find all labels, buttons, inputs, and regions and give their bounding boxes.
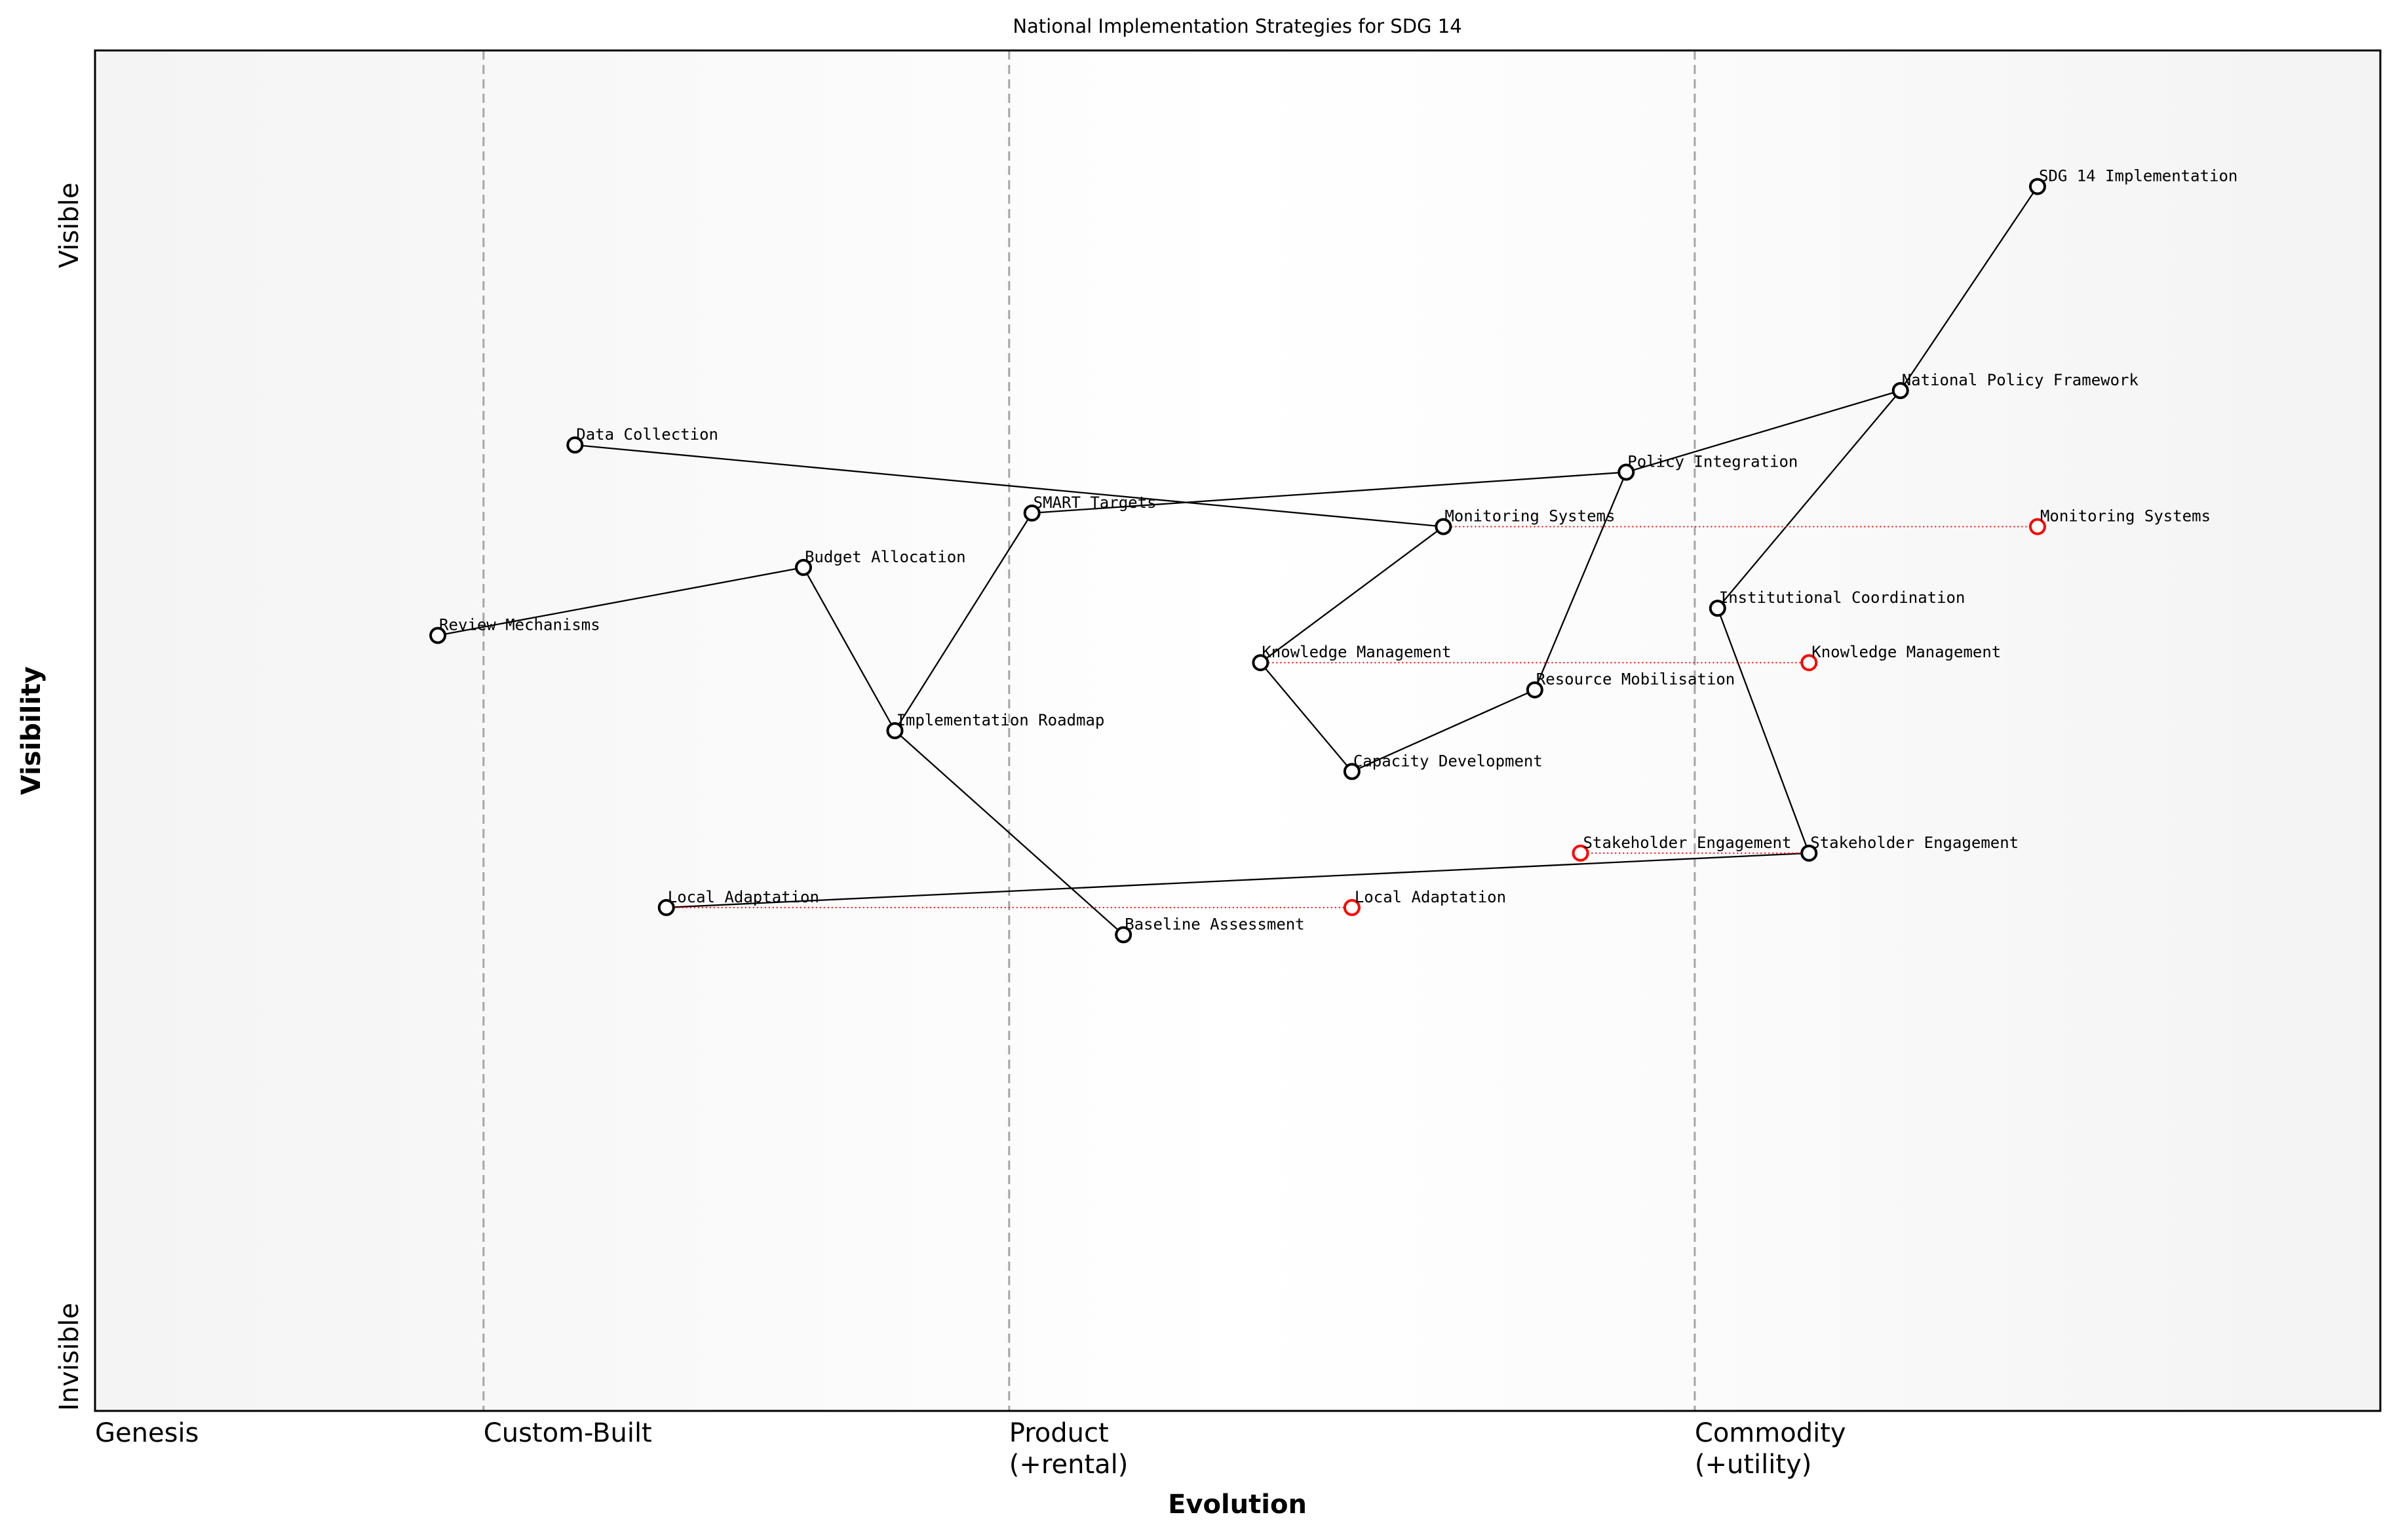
component (1115, 926, 1132, 944)
x-axis-title: Evolution (1168, 1490, 1307, 1520)
x-tick-label: Product (+rental) (1009, 1418, 1129, 1480)
component-label: Policy Integration (1627, 453, 1798, 471)
x-tick-label: Custom-Built (484, 1418, 652, 1448)
link (1716, 390, 1901, 609)
component-label: Resource Mobilisation (1536, 670, 1735, 689)
y-axis-title: Visibility (16, 666, 47, 795)
component-label: National Policy Framework (1902, 371, 2139, 389)
component-label: Monitoring Systems (1444, 507, 1615, 526)
link (1260, 662, 1353, 773)
evolved-label: Monitoring Systems (2040, 507, 2211, 526)
evolved-label: Stakeholder Engagement (1583, 834, 1792, 852)
x-tick-label: Genesis (95, 1418, 199, 1448)
y-tick-label: Visible (54, 182, 85, 268)
component (1891, 382, 1909, 399)
labels: Monitoring Systems Knowledge Management St… (439, 167, 2237, 934)
evolved-component (1800, 654, 1818, 672)
evolve-lines (666, 526, 2038, 908)
link (1534, 472, 1627, 691)
component (1343, 763, 1361, 780)
component (1435, 518, 1452, 535)
component (1023, 504, 1041, 522)
link (575, 444, 1444, 528)
component-label: Budget Allocation (805, 548, 966, 566)
component-label: Baseline Assessment (1125, 915, 1305, 933)
component-label: Local Adaptation (668, 888, 819, 906)
link (1899, 185, 2038, 391)
component-label: Stakeholder Engagement (1810, 834, 2019, 852)
chart-title: National Implementation Strategies for S… (1013, 15, 1461, 37)
component (794, 558, 812, 576)
evolved-component (1572, 844, 1589, 862)
x-tick-label: Commodity (+utility) (1695, 1418, 1846, 1480)
component (566, 436, 584, 454)
evolved-label: Knowledge Management (1811, 643, 2001, 661)
component (429, 626, 447, 644)
component (2028, 178, 2046, 195)
component-label: SDG 14 Implementation (2039, 167, 2237, 185)
component (1526, 681, 1543, 699)
link (666, 852, 1810, 909)
plot-background (95, 50, 2380, 1411)
component (1709, 600, 1726, 617)
component (657, 898, 675, 916)
link (437, 566, 804, 636)
evolved-label: Local Adaptation (1355, 888, 1506, 906)
link (1351, 689, 1536, 773)
components (429, 178, 2046, 944)
component (886, 722, 904, 739)
component-label: Data Collection (576, 425, 718, 444)
link (894, 512, 1033, 731)
component-label: Knowledge Management (1262, 643, 1451, 661)
y-tick-label: Invisible (54, 1303, 85, 1411)
plot-frame (94, 49, 2382, 1412)
stage-lines (482, 50, 1696, 1411)
component (1252, 654, 1269, 672)
component-label: Institutional Coordination (1719, 588, 1965, 607)
evolved-component (1343, 898, 1361, 916)
component-label: Implementation Roadmap (896, 711, 1104, 729)
component (1617, 463, 1635, 481)
links (437, 185, 2038, 936)
component-label: Capacity Development (1353, 752, 1543, 770)
evolved-component (2028, 518, 2046, 535)
link (802, 567, 896, 731)
link (1716, 607, 1810, 854)
component-label: SMART Targets (1034, 493, 1157, 512)
link (1625, 389, 1901, 473)
component (1800, 844, 1818, 862)
link (894, 730, 1124, 936)
link (1260, 526, 1444, 664)
link (1032, 471, 1627, 514)
component-label: Review Mechanisms (439, 616, 600, 634)
